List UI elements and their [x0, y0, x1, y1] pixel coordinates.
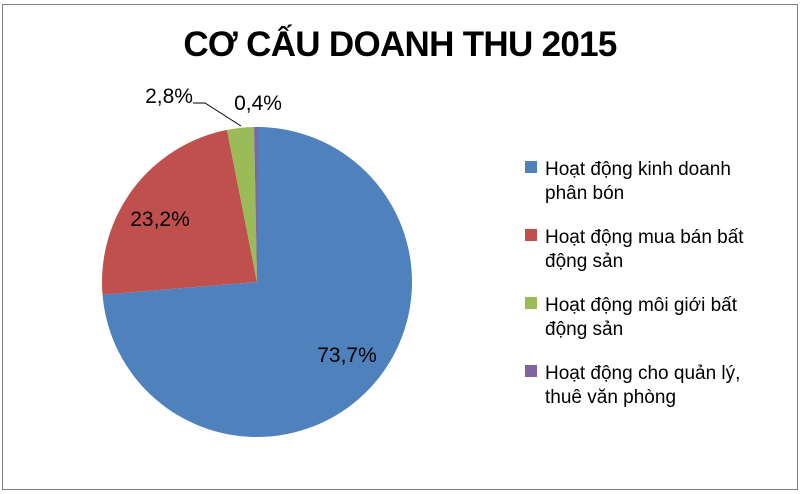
svg-text:23,2%: 23,2%: [130, 208, 190, 231]
svg-text:2,8%: 2,8%: [145, 85, 193, 108]
svg-text:0,4%: 0,4%: [234, 92, 282, 115]
svg-text:73,7%: 73,7%: [317, 344, 377, 367]
